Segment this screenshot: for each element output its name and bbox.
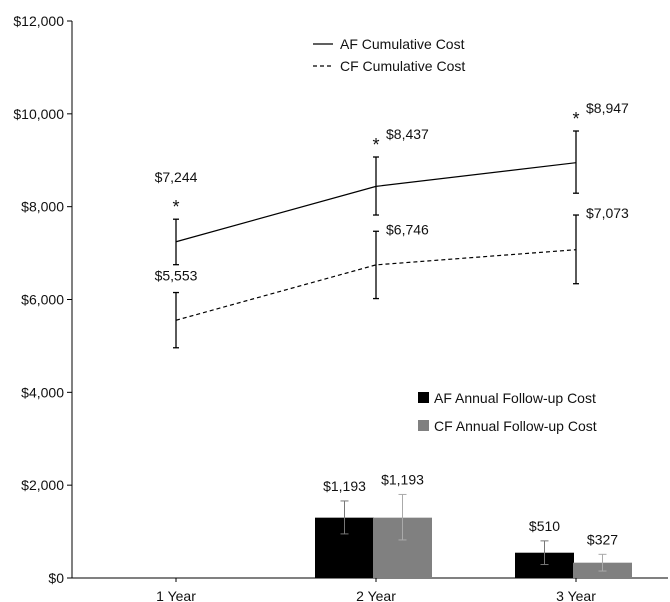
legend-bar-swatch — [418, 392, 429, 403]
bar-data-label: $510 — [529, 518, 560, 534]
bar-data-label: $327 — [587, 531, 618, 547]
y-tick-label: $4,000 — [21, 384, 64, 400]
legend-bar-swatch — [418, 420, 429, 431]
legend-label: AF Cumulative Cost — [340, 36, 465, 52]
axes: $0 $2,000 $4,000 $6,000 $8,000 $10,000 $12,000… — [13, 13, 668, 602]
bar-data-label: $1,193 — [381, 471, 424, 487]
line-data-label: $7,244 — [155, 169, 198, 185]
y-tick-label: $0 — [48, 570, 64, 586]
bar-data-label: $1,193 — [323, 478, 366, 494]
x-tick-label: 2 Year — [356, 588, 396, 602]
y-tick-label: $12,000 — [13, 13, 64, 29]
legend-layer: AF Cumulative Cost CF Cumulative Cost AF A… — [313, 36, 597, 434]
legend-label: CF Cumulative Cost — [340, 58, 465, 74]
y-tick-label: $10,000 — [13, 106, 64, 122]
line-data-label: $5,553 — [155, 268, 198, 284]
x-tick-label: 1 Year — [156, 588, 196, 602]
line-data-label: $8,947 — [586, 100, 629, 116]
y-tick-label: $8,000 — [21, 199, 64, 215]
line-layer — [173, 130, 579, 349]
significance-marker: * — [572, 109, 579, 129]
label-layer: $1,193 $510 $1,193 $327 * $7,244 * $8,437 * $8,94… — [155, 100, 629, 547]
x-tick-label: 3 Year — [556, 588, 596, 602]
bar-layer — [315, 493, 632, 578]
legend-label: AF Annual Follow-up Cost — [434, 390, 596, 406]
legend-label: CF Annual Follow-up Cost — [434, 418, 597, 434]
significance-marker: * — [372, 135, 379, 155]
y-tick-label: $6,000 — [21, 292, 64, 308]
line-data-label: $7,073 — [586, 205, 629, 221]
y-tick-label: $2,000 — [21, 477, 64, 493]
line-data-label: $8,437 — [386, 126, 429, 142]
line-data-label: $6,746 — [386, 221, 429, 237]
significance-marker: * — [172, 197, 179, 217]
